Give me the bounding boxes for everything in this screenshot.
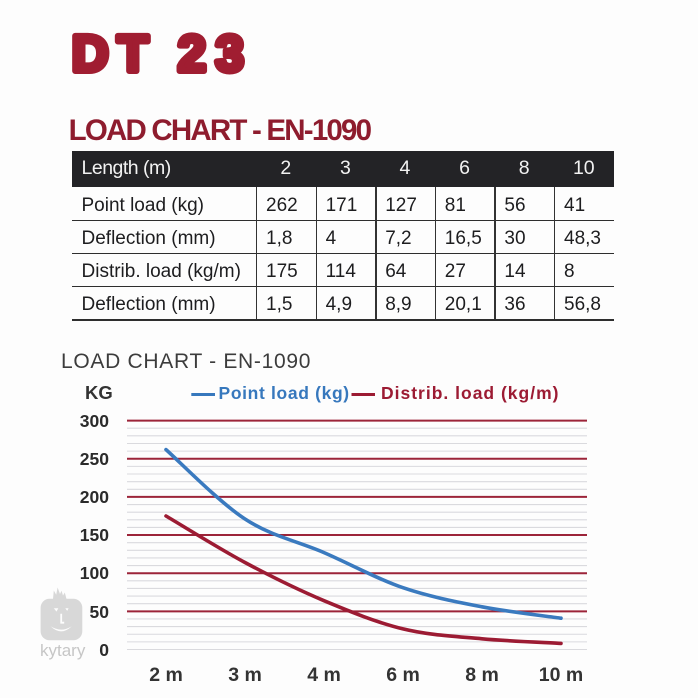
svg-text:2: 2 [178, 25, 206, 82]
svg-text:3: 3 [216, 25, 244, 82]
svg-text:T: T [117, 25, 148, 82]
svg-text:D: D [72, 25, 109, 82]
svg-text:kytary: kytary [40, 641, 86, 660]
